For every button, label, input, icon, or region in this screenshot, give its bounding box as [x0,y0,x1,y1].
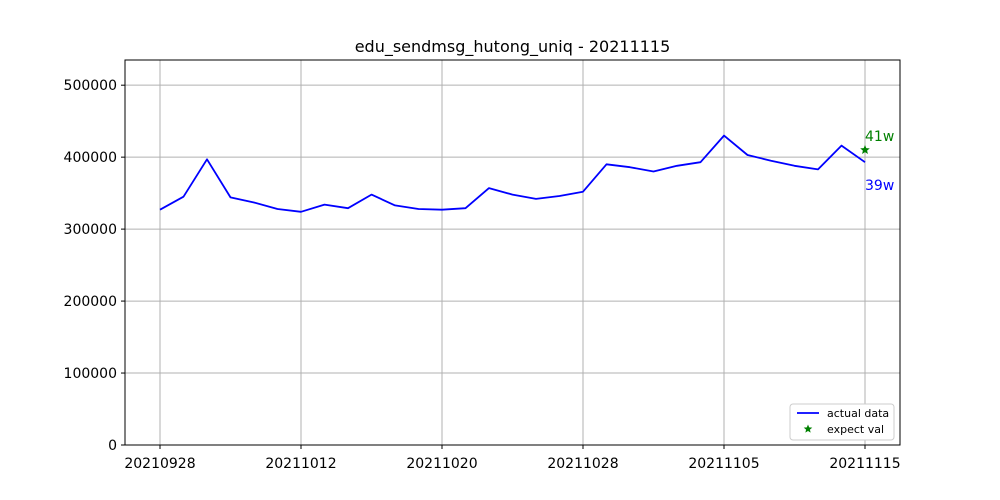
x-tick-label: 20211028 [547,456,618,472]
legend-label-expect-val: expect val [827,423,884,436]
data-point [394,204,396,206]
data-point [676,165,678,167]
axes: 20210928 20211012 20211020 20211028 20211105… [64,78,901,472]
data-point [300,211,302,213]
data-point [559,195,561,197]
data-point [606,163,608,165]
data-point [817,168,819,170]
data-point [582,191,584,193]
annotation-label: 41w [865,129,894,145]
data-point [465,207,467,209]
data-point [723,135,725,137]
data-point [535,198,537,200]
x-tick-label: 20211012 [265,456,336,472]
data-point [629,166,631,168]
expect-val-marker [860,144,870,154]
y-tick-label: 300000 [64,222,117,238]
legend: actual data expect val [789,403,895,441]
data-point [841,145,843,147]
y-tick-label: 400000 [64,150,117,166]
data-point [371,194,373,196]
data-point [253,201,255,203]
data-point [747,154,749,156]
y-tick-label: 200000 [64,294,117,310]
data-point [700,161,702,163]
data-point [183,196,185,198]
legend-star-icon [803,424,813,433]
x-tick-label: 20211105 [688,456,759,472]
data-point [418,208,420,210]
data-point [441,209,443,211]
x-tick-label: 20211115 [829,456,900,472]
data-point [347,207,349,209]
data-point [277,208,279,210]
data-point [206,158,208,160]
data-point [512,194,514,196]
y-tick-label: 0 [108,438,117,454]
series-layer: 41w 39w [159,129,894,213]
legend-label-actual-data: actual data [827,407,889,420]
y-tick-label: 100000 [64,366,117,382]
data-point [864,161,866,163]
data-point [159,209,161,211]
chart-title: edu_sendmsg_hutong_uniq - 20211115 [355,37,671,57]
annotation-label: 39w [865,178,894,194]
data-point [794,165,796,167]
y-tick-label: 500000 [64,78,117,94]
data-point [653,171,655,173]
x-tick-label: 20210928 [124,456,195,472]
data-point [488,187,490,189]
data-point [230,196,232,198]
data-point [324,204,326,206]
series-line-actual-data [159,134,866,213]
plot-area-frame [124,59,901,446]
data-point [770,160,772,162]
x-tick-label: 20211020 [406,456,477,472]
